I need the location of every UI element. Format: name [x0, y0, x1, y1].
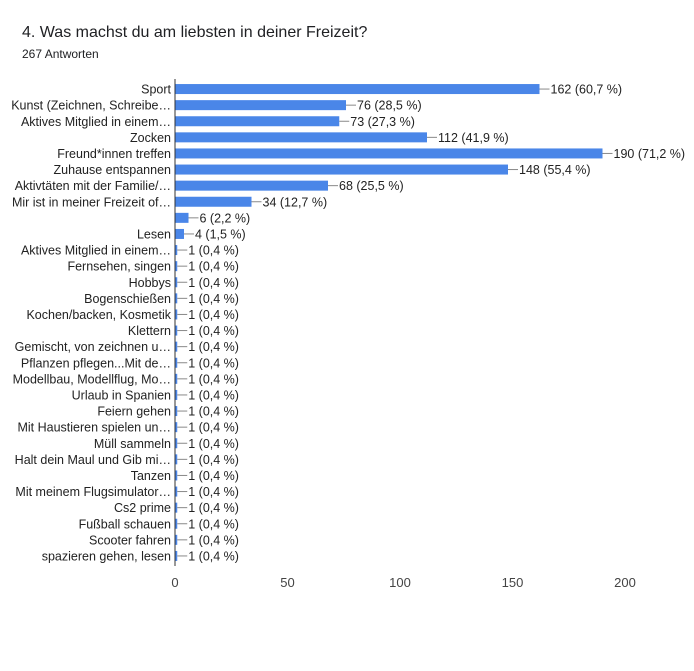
category-label: Sport — [141, 83, 171, 97]
value-label: 1 (0,4 %) — [188, 324, 239, 338]
bar — [175, 293, 178, 304]
bar — [175, 245, 178, 256]
question-title: 4. Was machst du am liebsten in deiner F… — [22, 24, 368, 41]
bar — [175, 438, 178, 449]
bar — [175, 132, 427, 143]
bar — [175, 486, 178, 497]
category-label: Mir ist in meiner Freizeit of… — [12, 195, 171, 209]
category-label: Freund*innen treffen — [57, 147, 171, 161]
bar — [175, 228, 184, 239]
value-label: 1 (0,4 %) — [188, 340, 239, 354]
value-label: 76 (28,5 %) — [357, 99, 422, 113]
value-label: 68 (25,5 %) — [339, 179, 404, 193]
value-label: 1 (0,4 %) — [188, 356, 239, 370]
bar — [175, 550, 178, 561]
value-label: 1 (0,4 %) — [188, 405, 239, 419]
bar — [175, 148, 603, 159]
bar — [175, 277, 178, 288]
value-label: 112 (41,9 %) — [438, 131, 509, 145]
bar — [175, 518, 178, 529]
category-label: Aktives Mitglied in einem… — [21, 244, 171, 258]
value-label: 1 (0,4 %) — [188, 244, 239, 258]
value-label: 1 (0,4 %) — [188, 453, 239, 467]
value-label: 1 (0,4 %) — [188, 260, 239, 274]
value-label: 1 (0,4 %) — [188, 421, 239, 435]
bar — [175, 373, 178, 384]
value-label: 1 (0,4 %) — [188, 372, 239, 386]
bar — [175, 325, 178, 336]
value-label: 4 (1,5 %) — [195, 227, 246, 241]
category-label: Mit Haustieren spielen un… — [17, 421, 171, 435]
category-label: Kunst (Zeichnen, Schreibe… — [11, 99, 171, 113]
bar — [175, 261, 178, 272]
value-label: 1 (0,4 %) — [188, 276, 239, 290]
x-tick-label: 150 — [502, 575, 524, 590]
value-label: 1 (0,4 %) — [188, 485, 239, 499]
category-label: Halt dein Maul und Gib mi… — [15, 453, 171, 467]
bar — [175, 164, 508, 175]
bar — [175, 454, 178, 465]
bar — [175, 212, 189, 223]
category-label: Lesen — [137, 227, 171, 241]
value-label: 1 (0,4 %) — [188, 292, 239, 306]
category-label: Pflanzen pflegen...Mit de… — [21, 356, 171, 370]
value-label: 73 (27,3 %) — [350, 115, 415, 129]
value-label: 1 (0,4 %) — [188, 533, 239, 547]
bar — [175, 180, 328, 191]
bar — [175, 357, 178, 368]
value-label: 190 (71,2 %) — [614, 147, 686, 161]
category-label: Zocken — [130, 131, 171, 145]
x-tick-label: 50 — [280, 575, 294, 590]
x-tick-label: 100 — [389, 575, 411, 590]
category-label: Tanzen — [131, 469, 171, 483]
category-label: Gemischt, von zeichnen u… — [15, 340, 171, 354]
bar — [175, 389, 178, 400]
response-count: 267 Antworten — [22, 47, 99, 61]
category-label: Aktivtäten mit der Familie/… — [15, 179, 171, 193]
category-label: Müll sammeln — [94, 437, 171, 451]
x-tick-label: 200 — [614, 575, 636, 590]
x-tick-label: 0 — [171, 575, 178, 590]
value-label: 1 (0,4 %) — [188, 517, 239, 531]
value-label: 1 (0,4 %) — [188, 469, 239, 483]
value-label: 1 (0,4 %) — [188, 308, 239, 322]
category-label: Modellbau, Modellflug, Mo… — [13, 372, 171, 386]
bar — [175, 502, 178, 513]
bar — [175, 116, 340, 127]
value-label: 1 (0,4 %) — [188, 501, 239, 515]
category-label: Feiern gehen — [97, 405, 171, 419]
category-label: Bogenschießen — [84, 292, 171, 306]
bar — [175, 341, 178, 352]
value-label: 34 (12,7 %) — [263, 195, 328, 209]
value-label: 1 (0,4 %) — [188, 549, 239, 563]
value-label: 1 (0,4 %) — [188, 388, 239, 402]
bar — [175, 534, 178, 545]
bar — [175, 100, 346, 111]
value-label: 1 (0,4 %) — [188, 437, 239, 451]
category-label: Scooter fahren — [89, 533, 171, 547]
value-label: 148 (55,4 %) — [519, 163, 591, 177]
category-label: Klettern — [128, 324, 171, 338]
value-label: 162 (60,7 %) — [551, 83, 623, 97]
category-label: Zuhause entspannen — [54, 163, 172, 177]
bar — [175, 196, 252, 207]
category-label: Hobbys — [129, 276, 171, 290]
bar — [175, 470, 178, 481]
bar — [175, 406, 178, 417]
category-label: Urlaub in Spanien — [72, 388, 171, 402]
category-label: Fernsehen, singen — [67, 260, 171, 274]
category-label: Kochen/backen, Kosmetik — [26, 308, 171, 322]
category-label: Fußball schauen — [79, 517, 171, 531]
bar — [175, 422, 178, 433]
bar — [175, 309, 178, 320]
category-label: Cs2 prime — [114, 501, 171, 515]
category-label: Aktives Mitglied in einem… — [21, 115, 171, 129]
value-label: 6 (2,2 %) — [200, 211, 251, 225]
bar — [175, 84, 540, 95]
category-label: spazieren gehen, lesen — [42, 549, 171, 563]
category-label: Mit meinem Flugsimulator… — [15, 485, 171, 499]
